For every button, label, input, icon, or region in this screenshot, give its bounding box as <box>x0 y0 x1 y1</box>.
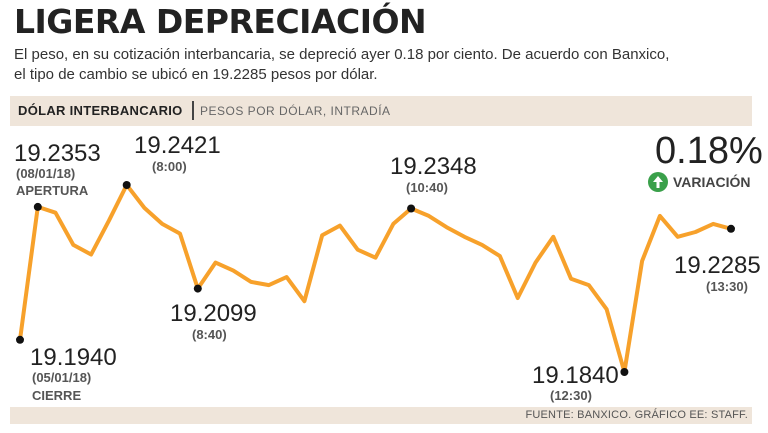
marker-point-6 <box>122 181 131 189</box>
marker-point-40 <box>727 224 735 233</box>
variation-label: VARIACIÓN <box>673 174 751 190</box>
label-apertura-tag: APERTURA <box>16 183 89 198</box>
section-unit: PESOS POR DÓLAR, INTRADÍA <box>200 104 391 118</box>
marker-point-34 <box>620 368 629 376</box>
label-min-value: 19.1840 <box>532 362 619 389</box>
footer-band: FUENTE: BANXICO. GRÁFICO EE: STAFF. <box>10 407 752 424</box>
label-low-840-time: (8:40) <box>192 327 227 342</box>
label-last-value: 19.2285 <box>674 252 761 279</box>
arrow-up-icon <box>648 172 668 192</box>
subtitle-line-1: El peso, en su cotización interbancaria,… <box>14 46 670 63</box>
section-divider <box>192 101 194 120</box>
label-last-time: (13:30) <box>706 279 748 294</box>
label-max-time: (8:00) <box>152 159 187 174</box>
chart-title: LIGERA DEPRECIACIÓN <box>14 2 427 41</box>
marker-point-1 <box>33 202 42 211</box>
label-apertura-value: 19.2353 <box>14 140 101 167</box>
label-cierre-date: (05/01/18) <box>32 370 92 385</box>
subtitle-line-2: el tipo de cambio se ubicó en 19.2285 pe… <box>14 66 378 83</box>
label-cierre-tag: CIERRE <box>32 388 82 403</box>
marker-point-10 <box>193 284 202 293</box>
label-1040-value: 19.2348 <box>390 153 477 180</box>
variation-value: 0.18% <box>655 130 763 172</box>
marker-point-0 <box>16 335 24 344</box>
marker-point-22 <box>407 204 416 213</box>
section-label: DÓLAR INTERBANCARIO <box>18 103 183 118</box>
section-bar: DÓLAR INTERBANCARIO PESOS POR DÓLAR, INT… <box>10 96 752 126</box>
label-low-840-value: 19.2099 <box>170 300 257 327</box>
series-line-usd-mxn <box>18 183 733 374</box>
label-min-time: (12:30) <box>550 388 592 403</box>
label-cierre-value: 19.1940 <box>30 344 117 371</box>
label-max-value: 19.2421 <box>134 132 221 159</box>
label-1040-time: (10:40) <box>406 180 448 195</box>
label-apertura-date: (08/01/18) <box>16 166 76 181</box>
source-note: FUENTE: BANXICO. GRÁFICO EE: STAFF. <box>525 409 748 421</box>
